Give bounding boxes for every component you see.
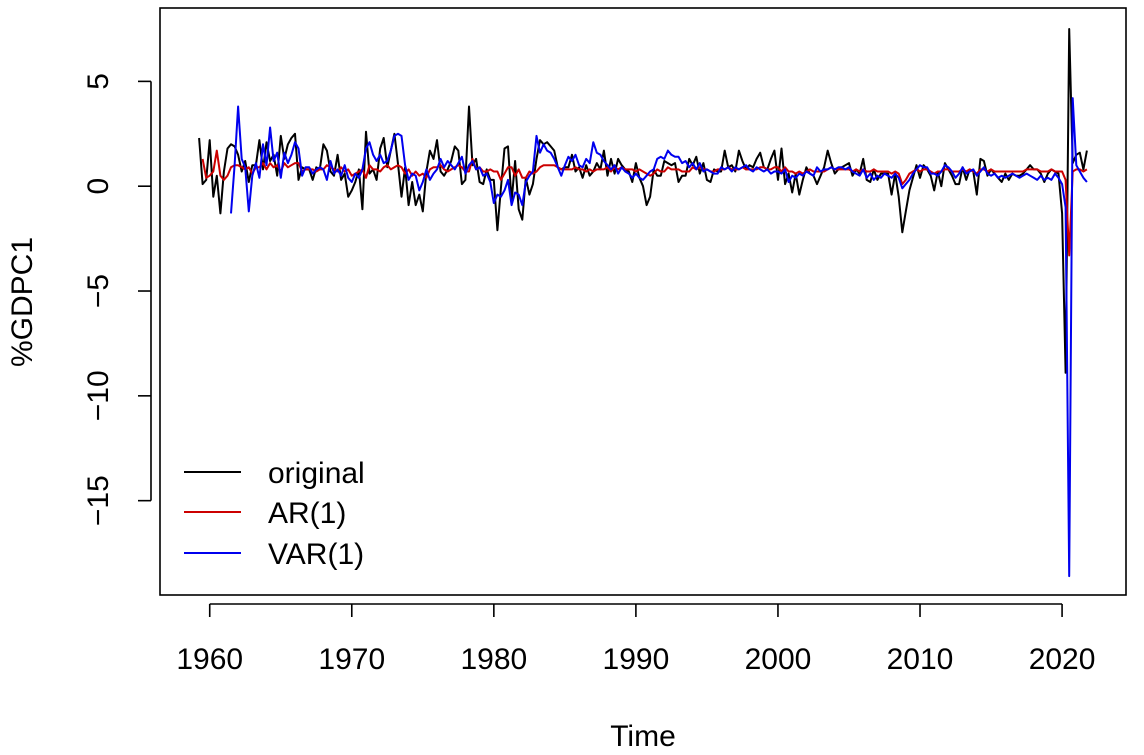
legend-label-2: AR(1) xyxy=(268,497,346,530)
legend-label-3: VAR(1) xyxy=(268,538,364,571)
x-axis-title: Time xyxy=(610,720,676,753)
y-tick-label: 0 xyxy=(82,178,115,195)
y-axis-title: %GDPC1 xyxy=(6,237,39,367)
x-tick-label: 1960 xyxy=(176,643,243,676)
x-tick-label: 2020 xyxy=(1029,643,1096,676)
x-tick-label: 2010 xyxy=(887,643,954,676)
legend-label-1: original xyxy=(268,457,365,490)
x-tick-label: 2000 xyxy=(745,643,812,676)
x-tick-label: 1980 xyxy=(460,643,527,676)
y-tick-label: −10 xyxy=(82,370,115,421)
x-tick-label: 1990 xyxy=(603,643,670,676)
legend: original AR(1) VAR(1) xyxy=(184,457,365,571)
plot-frame xyxy=(159,7,1127,596)
x-axis: 1960 1970 1980 1990 2000 2010 2020 xyxy=(176,603,1096,676)
series-line-3 xyxy=(230,97,1088,578)
y-axis: 5 0 −5 −10 −15 xyxy=(82,73,152,526)
x-tick-label: 1970 xyxy=(318,643,385,676)
y-tick-label: −15 xyxy=(82,475,115,526)
y-tick-label: 5 xyxy=(82,73,115,90)
series-layer xyxy=(198,28,1088,578)
y-tick-label: −5 xyxy=(82,274,115,308)
series-line-2 xyxy=(201,149,1088,257)
series-line-1 xyxy=(198,28,1088,374)
